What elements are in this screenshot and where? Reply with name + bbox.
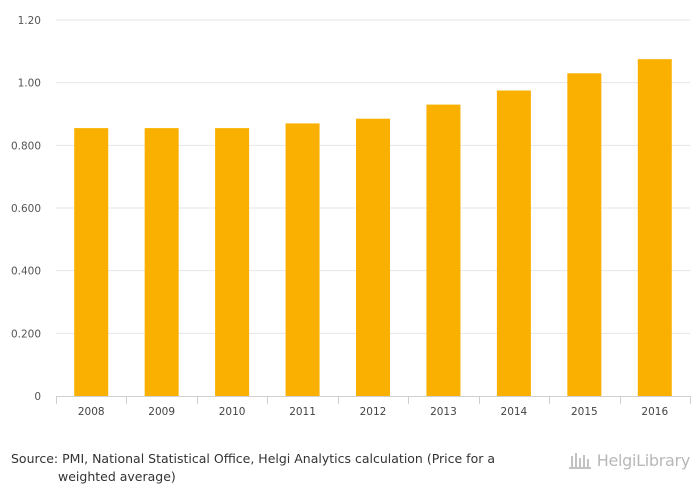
x-axis: 2008 2009 2010 2011 2012 2013 2014 2015 2016 [56, 396, 691, 418]
brand-name: HelgiLibrary [596, 450, 691, 470]
x-tick-label: 2011 [289, 406, 316, 418]
x-tick-label: 2012 [360, 406, 387, 418]
y-tick-label: 0 [34, 391, 41, 403]
bar-2012 [356, 118, 390, 396]
bar-2009 [144, 128, 179, 396]
x-tick-label: 2010 [219, 406, 246, 418]
bar-2010 [215, 128, 250, 396]
bar-2014 [496, 90, 531, 396]
x-tick-label: 2014 [501, 406, 528, 418]
x-tick-label: 2008 [78, 406, 105, 418]
helgi-library-brand[interactable]: HelgiLibrary [568, 448, 691, 472]
source-line-1: Source: PMI, National Statistical Office… [11, 451, 495, 466]
source-line-2: weighted average) [58, 469, 176, 484]
y-axis: 0 0.200 0.400 0.600 0.800 1.00 1.20 [11, 15, 41, 403]
y-tick-label: 0.200 [11, 328, 41, 340]
y-tick-label: 0.400 [11, 266, 41, 278]
bar-2015 [567, 73, 602, 397]
bar-2011 [285, 123, 320, 397]
y-tick-label: 0.800 [11, 140, 41, 152]
y-tick-label: 1.00 [18, 78, 41, 90]
x-tick-label: 2013 [430, 406, 457, 418]
bar-2016 [637, 59, 672, 397]
bars [74, 59, 672, 397]
source-note: Source: PMI, National Statistical Office… [11, 450, 551, 486]
x-tick-label: 2009 [148, 406, 175, 418]
x-tick-label: 2016 [641, 406, 668, 418]
helgi-library-logo-icon [568, 453, 591, 469]
y-tick-label: 0.600 [11, 203, 41, 215]
x-tick-label: 2015 [571, 406, 598, 418]
bar-2008 [74, 128, 109, 396]
y-tick-label: 1.20 [18, 15, 41, 27]
bar-2013 [426, 104, 461, 396]
